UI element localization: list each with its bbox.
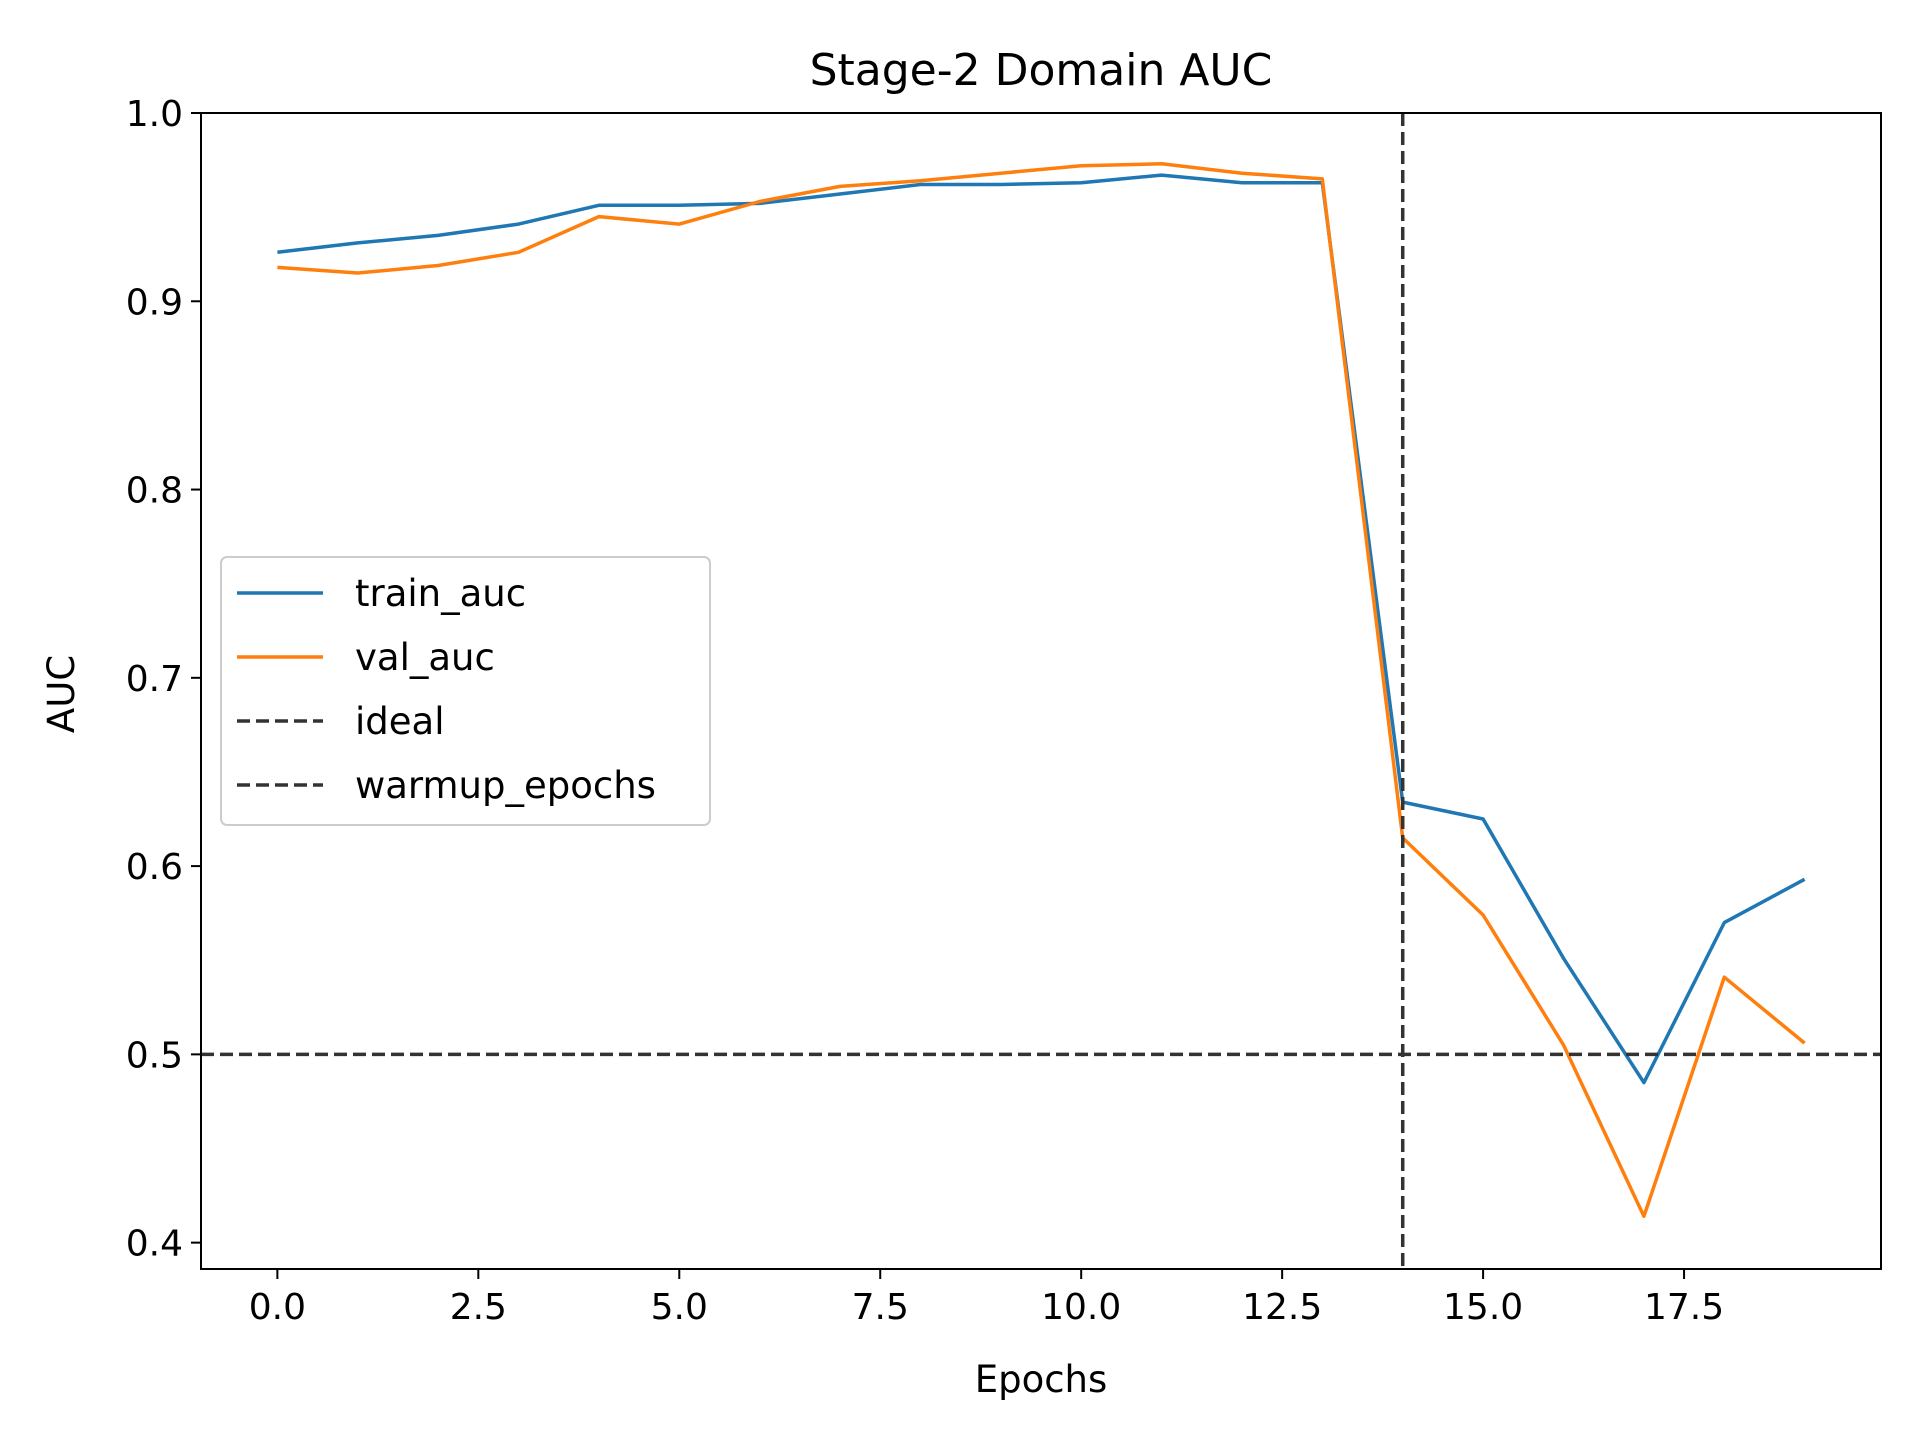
legend-label-train-auc: train_auc — [355, 572, 526, 615]
y-tick-label: 1.0 — [126, 94, 183, 135]
series-line-val-auc — [277, 162, 1806, 1219]
y-axis-label: AUC — [40, 655, 83, 733]
x-tick-label: 0.0 — [249, 1287, 306, 1328]
y-tick-label: 0.6 — [126, 847, 183, 888]
legend-box — [220, 556, 711, 826]
y-tick-label: 0.8 — [126, 471, 183, 512]
y-tick-label: 0.7 — [126, 659, 183, 700]
x-tick-label: 17.5 — [1644, 1287, 1724, 1328]
legend-label-ideal: ideal — [355, 700, 444, 743]
x-tick-label: 15.0 — [1443, 1287, 1523, 1328]
plot-area — [201, 113, 1881, 1269]
x-tick-label: 2.5 — [450, 1287, 507, 1328]
legend-label-val-auc: val_auc — [355, 636, 495, 679]
legend-label-warmup-epochs: warmup_epochs — [355, 764, 656, 807]
y-axis-ticks: 0.4 0.5 0.6 0.7 0.8 0.9 1.0 — [126, 94, 201, 1265]
y-tick-label: 0.4 — [126, 1224, 183, 1265]
x-tick-label: 10.0 — [1041, 1287, 1121, 1328]
plot-frame — [200, 112, 1882, 1270]
x-tick-label: 12.5 — [1242, 1287, 1322, 1328]
x-axis-ticks: 0.0 2.5 5.0 7.5 10.0 12.5 15.0 17.5 — [249, 1269, 1724, 1328]
x-tick-label: 5.0 — [651, 1287, 708, 1328]
x-tick-label: 7.5 — [852, 1287, 909, 1328]
y-tick-label: 0.5 — [126, 1035, 183, 1076]
x-axis-label: Epochs — [975, 1358, 1108, 1401]
y-tick-label: 0.9 — [126, 282, 183, 323]
series-line-train-auc — [277, 173, 1806, 1085]
chart-title: Stage-2 Domain AUC — [810, 45, 1273, 96]
